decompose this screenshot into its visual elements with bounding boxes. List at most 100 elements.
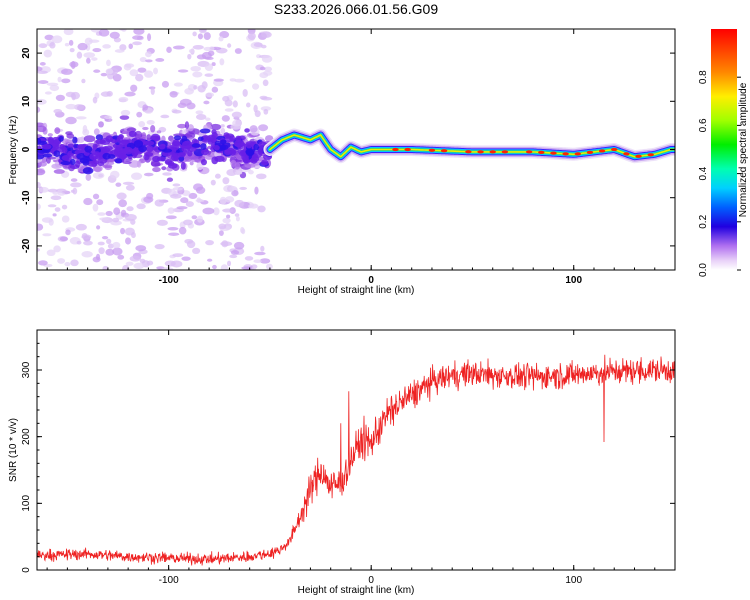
spectrogram-noise-blob: [214, 173, 221, 179]
spectrogram-noise-blob: [162, 172, 172, 176]
spectrogram-noise-blob: [219, 196, 227, 205]
spectrogram-noise-blob: [37, 98, 47, 105]
spectrogram-core-blob: [42, 153, 53, 158]
spectrogram-noise-blob: [264, 135, 274, 142]
spectrogram-noise-blob: [106, 161, 115, 166]
spectrogram-noise-blob: [160, 114, 170, 119]
spectrogram-noise-blob: [39, 62, 46, 66]
spectrogram-core-blob: [223, 132, 230, 138]
spectrogram-noise-blob: [53, 245, 61, 253]
spectrogram-peak-marker: [489, 150, 496, 154]
spectrogram-noise-blob: [37, 223, 44, 231]
spectrogram-noise-blob: [61, 78, 71, 84]
spectrogram-core-blob: [95, 139, 107, 145]
spectrogram-noise-blob: [86, 57, 91, 64]
spectrogram-noise-blob: [150, 125, 156, 133]
spectrogram-noise-blob: [231, 111, 242, 119]
spectrogram-core-blob: [201, 148, 210, 156]
spectrogram-noise-blob: [57, 258, 66, 264]
spectrogram-core-blob: [131, 148, 139, 157]
spectrogram-noise-blob: [253, 259, 262, 263]
spectrogram-core-blob: [82, 158, 90, 166]
spectrogram-core-blob: [162, 148, 173, 153]
colorbar-tick-label: 0.0: [698, 263, 709, 277]
spectrogram-noise-blob: [83, 135, 96, 143]
spectrogram-noise-blob: [54, 207, 61, 212]
spectrogram-noise-blob: [73, 104, 85, 111]
spectrogram-noise-blob: [247, 32, 256, 40]
spectrogram-noise-blob: [81, 251, 93, 258]
spectrogram-noise-blob: [239, 186, 248, 190]
spectrogram-core-blob: [187, 150, 193, 157]
spectrogram-noise-blob: [218, 223, 227, 230]
spectrogram-noise-blob: [116, 192, 127, 200]
snr-x-tick-label: -100: [159, 575, 179, 586]
spectrogram-noise-blob: [96, 225, 101, 230]
spectrogram-core-blob: [220, 139, 227, 145]
spectrogram-core-blob: [177, 152, 186, 158]
spectrogram-peak-marker: [440, 149, 448, 153]
spectrogram-noise-blob: [177, 123, 187, 129]
spectrogram-core-blob: [257, 147, 263, 156]
spectrogram-peak-marker: [647, 153, 654, 157]
spectrogram-noise-blob: [145, 51, 152, 58]
spectrogram-core-blob: [200, 143, 207, 150]
spectrogram-noise-blob: [124, 91, 136, 97]
spectrogram-core-blob: [211, 131, 218, 139]
spectrogram-peak-marker: [538, 150, 545, 154]
spectrogram-noise-blob: [224, 99, 233, 107]
spectrogram-noise-blob: [265, 263, 273, 270]
spectrogram-noise-blob: [118, 199, 128, 208]
spectrogram-x-tick-label: -100: [159, 275, 179, 286]
spectrogram-noise-blob: [99, 217, 110, 221]
spectrogram-noise-blob: [135, 245, 147, 252]
spectrogram-noise-blob: [177, 102, 187, 109]
spectrogram-noise-blob: [197, 84, 206, 93]
spectrogram-noise-blob: [259, 66, 266, 71]
spectrogram-noise-blob: [131, 172, 143, 180]
spectrogram-noise-blob: [231, 190, 239, 197]
colorbar-gradient: [711, 29, 737, 270]
spectrogram-core-blob: [133, 139, 144, 148]
spectrogram-noise-blob: [168, 232, 180, 236]
spectrogram-noise-blob: [220, 264, 229, 270]
spectrogram-noise-blob: [192, 247, 201, 254]
spectrogram-noise-blob: [167, 207, 175, 214]
spectrogram-noise-blob: [38, 186, 49, 193]
spectrogram-y-tick-label: 0: [21, 146, 32, 152]
spectrogram-noise-blob: [37, 80, 49, 84]
spectrogram-noise-blob: [232, 100, 238, 108]
spectrogram-noise-blob: [227, 43, 232, 48]
spectrogram-core-blob: [84, 145, 93, 153]
spectrogram-noise-blob: [125, 184, 135, 191]
spectrogram-noise-blob: [146, 260, 154, 266]
spectrogram-noise-blob: [113, 207, 121, 216]
spectrogram-noise-blob: [192, 71, 203, 78]
spectrogram-core-blob: [145, 145, 154, 153]
spectrogram-noise-blob: [139, 258, 146, 264]
spectrogram-noise-blob: [120, 109, 131, 116]
spectrogram-noise-blob: [142, 104, 149, 111]
spectrogram-noise-blob: [52, 213, 57, 217]
spectrogram-core-blob: [251, 157, 258, 164]
spectrogram-noise-blob: [156, 219, 168, 226]
spectrogram-noise-blob: [252, 83, 260, 90]
spectrogram-noise-blob: [172, 45, 185, 50]
spectrogram-core-blob: [92, 143, 98, 150]
spectrogram-noise-blob: [37, 106, 41, 113]
spectrogram-noise-blob: [128, 43, 133, 50]
spectrogram-noise-blob: [100, 72, 108, 77]
spectrogram-noise-blob: [150, 161, 161, 167]
spectrogram-noise-blob: [213, 207, 220, 216]
spectrogram-noise-blob: [229, 254, 238, 259]
spectrogram-noise-blob: [43, 49, 53, 58]
spectrogram-noise-blob: [203, 100, 210, 105]
spectrogram-noise-blob: [101, 236, 109, 240]
spectrogram-noise-blob: [102, 164, 113, 169]
snr-y-tick-label: 200: [21, 428, 32, 445]
spectrogram-noise-blob: [83, 240, 93, 246]
spectrogram-noise-blob: [235, 216, 240, 222]
spectrogram-core-blob: [128, 130, 137, 138]
